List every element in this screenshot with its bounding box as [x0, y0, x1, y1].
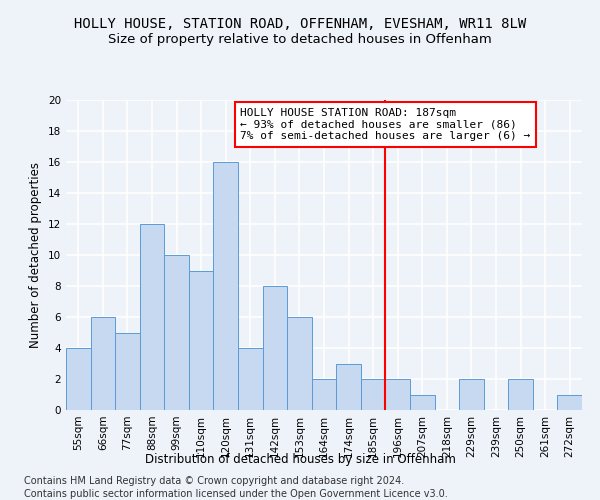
- Bar: [508, 379, 533, 410]
- Text: HOLLY HOUSE, STATION ROAD, OFFENHAM, EVESHAM, WR11 8LW: HOLLY HOUSE, STATION ROAD, OFFENHAM, EVE…: [74, 18, 526, 32]
- Bar: [189, 270, 214, 410]
- Bar: [336, 364, 361, 410]
- Bar: [459, 379, 484, 410]
- Text: Contains HM Land Registry data © Crown copyright and database right 2024.: Contains HM Land Registry data © Crown c…: [24, 476, 404, 486]
- Bar: [140, 224, 164, 410]
- Text: Size of property relative to detached houses in Offenham: Size of property relative to detached ho…: [108, 32, 492, 46]
- Bar: [214, 162, 238, 410]
- Bar: [238, 348, 263, 410]
- Bar: [66, 348, 91, 410]
- Text: Distribution of detached houses by size in Offenham: Distribution of detached houses by size …: [145, 452, 455, 466]
- Bar: [312, 379, 336, 410]
- Bar: [557, 394, 582, 410]
- Text: HOLLY HOUSE STATION ROAD: 187sqm
← 93% of detached houses are smaller (86)
7% of: HOLLY HOUSE STATION ROAD: 187sqm ← 93% o…: [241, 108, 531, 141]
- Bar: [385, 379, 410, 410]
- Bar: [361, 379, 385, 410]
- Bar: [263, 286, 287, 410]
- Bar: [410, 394, 434, 410]
- Bar: [287, 317, 312, 410]
- Bar: [164, 255, 189, 410]
- Bar: [91, 317, 115, 410]
- Text: Contains public sector information licensed under the Open Government Licence v3: Contains public sector information licen…: [24, 489, 448, 499]
- Bar: [115, 332, 140, 410]
- Y-axis label: Number of detached properties: Number of detached properties: [29, 162, 43, 348]
